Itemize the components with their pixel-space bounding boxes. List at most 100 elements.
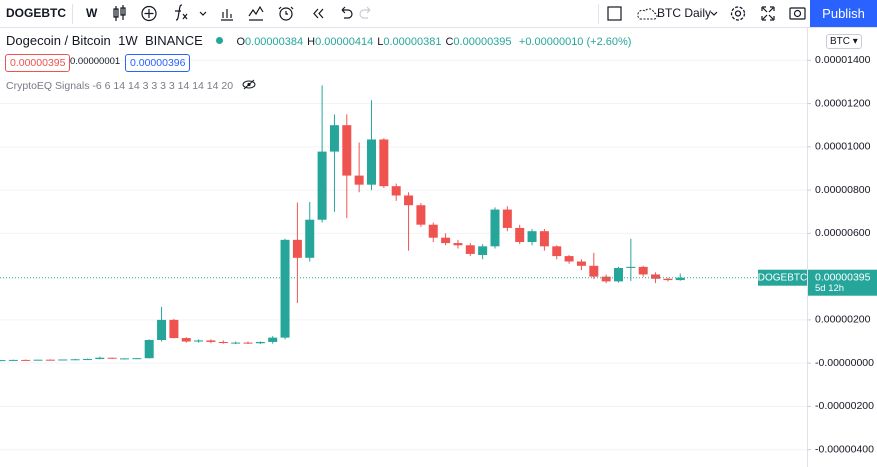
- y-tick-label: 0.00000200: [815, 314, 871, 326]
- spread: 0.00000001: [70, 56, 121, 67]
- toolbar-icons-right[interactable]: [604, 0, 744, 27]
- y-tick-label: 0.00001400: [815, 54, 871, 66]
- candle-body: [539, 231, 549, 247]
- y-tick-label: -0.00000000: [815, 357, 874, 369]
- visibility-icon[interactable]: [242, 79, 256, 90]
- separator: [598, 4, 599, 24]
- ohlc-value: 0.00000384: [245, 36, 304, 48]
- status-dot: [216, 37, 224, 44]
- candle-body: [342, 125, 352, 176]
- legend: Dogecoin / Bitcoin 1W BINANCE O0.0000038…: [6, 33, 631, 48]
- candle-body: [453, 243, 463, 246]
- candle-body: [292, 239, 302, 258]
- candle-body: [194, 340, 204, 342]
- candle-body: [144, 340, 154, 359]
- publish-button[interactable]: Publish: [810, 0, 877, 27]
- candle-body: [651, 274, 661, 279]
- indicator-label: CryptoEQ Signals -6 6 14 14 3 3 3 3 14 1…: [6, 80, 234, 92]
- candle-body: [45, 359, 55, 361]
- ohlc-key: H: [307, 36, 316, 48]
- candle-body: [527, 231, 537, 243]
- candle-body: [58, 359, 68, 361]
- indicator: CryptoEQ Signals -6 6 14 14 3 3 3 3 14 1…: [6, 79, 256, 92]
- candle-body: [0, 360, 6, 362]
- exchange: BINANCE: [144, 33, 203, 48]
- symbol-name: Dogecoin / Bitcoin: [6, 33, 111, 48]
- chart-type-button[interactable]: BTC Daily: [657, 6, 712, 20]
- currency: BTC: [830, 36, 850, 47]
- ohlc-value: 0.00000395: [453, 36, 512, 48]
- candle-body: [367, 139, 376, 185]
- candle-body: [181, 338, 191, 342]
- candle-body: [478, 246, 488, 255]
- ask-box[interactable]: 0.00000396: [125, 54, 191, 72]
- candle-body: [663, 278, 673, 281]
- ohlc-item: H0.00000414: [307, 36, 373, 48]
- symbol-tag-label: DOGEBTC: [758, 272, 807, 283]
- price-tag-label: 0.00000395: [815, 271, 871, 283]
- candle-body: [638, 266, 648, 275]
- candle-body: [305, 219, 315, 258]
- candle-body: [552, 246, 562, 257]
- ohlc-item: L0.00000381: [377, 36, 441, 48]
- candle-body: [317, 151, 327, 220]
- candle-body: [70, 359, 80, 361]
- candle-body: [218, 341, 228, 344]
- candle-body: [8, 359, 18, 361]
- interval-button[interactable]: W: [86, 6, 98, 20]
- ohlc-item: C0.00000395: [445, 36, 511, 48]
- candle-body: [675, 277, 685, 281]
- candle-body: [589, 265, 599, 277]
- candle-body: [515, 227, 525, 243]
- candle-body: [268, 337, 278, 342]
- ohlc: O0.00000384 H0.00000414 L0.00000381 C0.0000…: [232, 34, 511, 48]
- candle-body: [614, 267, 623, 282]
- change: +0.00000010 (+2.60%): [518, 36, 632, 48]
- candle-body: [502, 209, 512, 228]
- candle-body: [428, 224, 438, 238]
- candle-body: [95, 357, 105, 360]
- candle-body: [280, 239, 290, 338]
- candle-body: [416, 205, 426, 225]
- ohlc-key: L: [377, 36, 384, 48]
- candle-body: [490, 209, 500, 247]
- candle-body: [120, 358, 129, 360]
- separator: [72, 4, 73, 24]
- toolbar: DOGEBTC W BTC Daily: [0, 0, 877, 28]
- y-tick-label: -0.00000400: [815, 443, 874, 455]
- candle-body: [243, 342, 253, 344]
- candle-body: [169, 319, 179, 339]
- symbol-button[interactable]: DOGEBTC: [6, 6, 66, 20]
- ohlc-key: C: [445, 36, 454, 48]
- candle-body: [255, 341, 265, 344]
- ohlc-value: 0.00000381: [383, 36, 442, 48]
- candle-body: [231, 342, 241, 344]
- ohlc-item: O0.00000384: [236, 36, 303, 48]
- y-tick-label: 0.00001000: [815, 141, 871, 153]
- candle-body: [33, 359, 43, 361]
- y-tick-label: 0.00000600: [815, 227, 871, 239]
- candle-body: [107, 357, 117, 359]
- candle-body: [82, 359, 92, 361]
- candle-body: [21, 359, 31, 361]
- candle-body: [441, 237, 451, 244]
- countdown: 5d 12h: [815, 283, 844, 294]
- y-tick-label: -0.00000200: [815, 400, 874, 412]
- y-tick-label: 0.00000800: [815, 184, 871, 196]
- candle-body: [157, 319, 167, 341]
- candle-body: [564, 256, 574, 262]
- toolbar-icons-settings[interactable]: [725, 0, 810, 27]
- currency-button[interactable]: BTC ▾: [826, 34, 862, 49]
- bid-box[interactable]: 0.00000395: [5, 54, 71, 72]
- candle-body: [206, 340, 216, 342]
- candle-body: [576, 261, 586, 266]
- candle-body: [465, 245, 475, 254]
- symbol-tag: [758, 269, 807, 286]
- candle-body: [354, 175, 364, 185]
- toolbar-icons[interactable]: [108, 0, 408, 27]
- candle-body: [391, 186, 401, 196]
- candle-body: [329, 125, 339, 152]
- candle-body: [379, 139, 389, 187]
